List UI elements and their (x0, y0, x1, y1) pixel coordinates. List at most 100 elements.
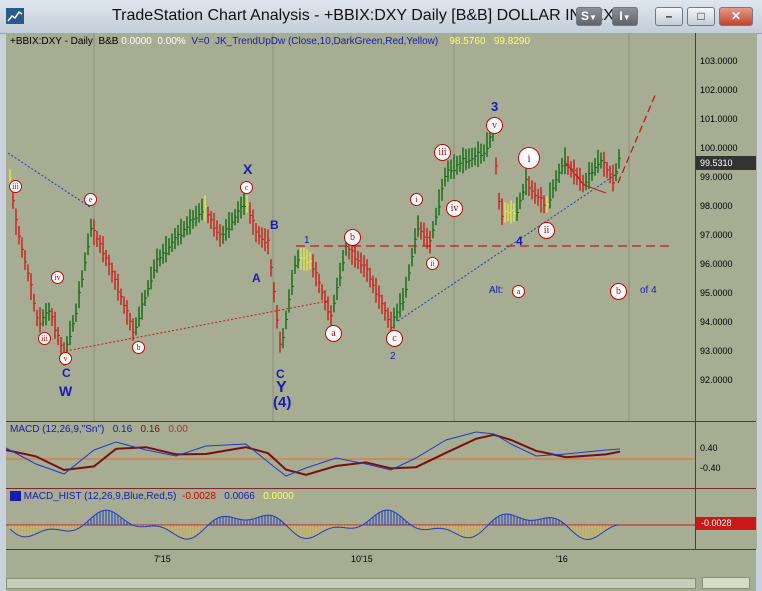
last-price-marker: 99.5310 (696, 156, 756, 170)
hist-color-swatch-icon (10, 491, 21, 502)
projection-line (617, 92, 657, 184)
wave-circle-b-left: b (132, 341, 145, 354)
macd-axis[interactable]: 0.40 -0.40 (695, 422, 757, 488)
wave-circle-ii-big: ii (538, 222, 555, 239)
price-axis[interactable]: 103.0000 102.0000 101.0000 100.0000 99.0000 9… (695, 33, 757, 421)
symbol-label: +BBIX:DXY - Daily (10, 36, 93, 47)
hist-last-marker: -0.0028 (696, 517, 756, 530)
price-panel[interactable]: +BBIX:DXY - Daily B&B 0.0000 0.00% V=0 J… (6, 33, 695, 421)
wave-circle-i-small: i (410, 193, 423, 206)
macd-tick: -0.40 (700, 463, 721, 473)
wave-circle-alt-a: a (512, 285, 525, 298)
window-menu-button[interactable]: I▼ (612, 7, 638, 26)
price-tick: 94.0000 (700, 317, 733, 327)
macd-line (6, 431, 621, 477)
price-header: +BBIX:DXY - Daily B&B 0.0000 0.00% V=0 J… (10, 36, 530, 47)
wave-circle-e: e (84, 193, 97, 206)
macd-diff-value: 0.00 (168, 424, 188, 435)
close-button[interactable]: ✕ (719, 7, 753, 26)
wave-circle-c-x: c (240, 181, 253, 194)
price-tick: 97.0000 (700, 230, 733, 240)
wave-circle-i-big: i (518, 147, 540, 169)
wave-label-4: 4 (516, 234, 523, 248)
macd-tick: 0.40 (700, 443, 718, 453)
panel-divider (6, 421, 756, 422)
wave-connector (563, 160, 607, 194)
macd-signal-value: 0.16 (140, 424, 160, 435)
horizontal-scrollbar[interactable] (6, 578, 696, 589)
macd-value: 0.16 (112, 424, 133, 435)
change-value: 0.0000 (121, 36, 152, 47)
hist-header: MACD_HIST (12,26,9,Blue,Red,5) -0.0028 0… (10, 491, 294, 502)
alt-label: Alt: (489, 285, 504, 296)
wave-circle-ii-small: ii (426, 257, 439, 270)
price-tick: 93.0000 (700, 346, 733, 356)
trendline-left (7, 152, 91, 208)
window-title: TradeStation Chart Analysis - +BBIX:DXY … (112, 7, 614, 24)
wave-label-1: 1 (304, 235, 310, 246)
wave-circle-iii-left: iii (9, 180, 22, 193)
wave-circle-iv-left: iv (51, 271, 64, 284)
wave-label-x: X (243, 161, 253, 177)
hist-axis[interactable]: -0.0028 (695, 489, 757, 549)
symbol-link-button[interactable]: S▼ (576, 7, 602, 26)
indicator-value-b: 99.8290 (493, 36, 531, 47)
price-tick: 99.0000 (700, 172, 733, 182)
price-tick: 102.0000 (700, 85, 738, 95)
price-tick: 103.0000 (700, 56, 738, 66)
date-tick: 7'15 (154, 554, 171, 564)
wave-circle-v-top: v (486, 117, 503, 134)
wave-circle-b-right: b (610, 283, 627, 300)
price-tick: 96.0000 (700, 259, 733, 269)
price-plot[interactable] (6, 33, 695, 421)
trendline-lower (65, 300, 329, 352)
wave-circle-a: a (325, 325, 342, 342)
hist-plot[interactable] (6, 489, 695, 549)
wave-label-w: W (59, 383, 73, 399)
maximize-button[interactable]: □ (687, 7, 715, 26)
wave-circle-b: b (344, 229, 361, 246)
macd-panel[interactable]: MACD (12,26,9,"Sn") 0.16 0.16 0.00 (6, 422, 695, 488)
price-tick: 98.0000 (700, 201, 733, 211)
price-tick: 100.0000 (700, 143, 738, 153)
minimize-button[interactable]: – (655, 7, 683, 26)
wave-label-2: 2 (390, 351, 396, 362)
price-tick: 92.0000 (700, 375, 733, 385)
macd-plot[interactable] (6, 422, 695, 488)
date-tick: 10'15 (351, 554, 373, 564)
wave-label-y: Y (276, 379, 287, 396)
price-tick: 101.0000 (700, 114, 738, 124)
date-axis[interactable]: 7'15 10'15 '16 (6, 549, 756, 591)
macd-name: MACD (12,26,9,"Sn") (10, 424, 105, 435)
wave-circle-iii-right: iii (434, 144, 451, 161)
chevron-down-icon: ▼ (622, 13, 631, 22)
panel-divider (6, 488, 756, 489)
wave-label-c: C (62, 366, 71, 380)
macd-signal-line (6, 433, 621, 476)
hist-outline (9, 509, 620, 540)
close-icon: ✕ (730, 9, 742, 23)
price-tick: 95.0000 (700, 288, 733, 298)
hist-name: MACD_HIST (12,26,9,Blue,Red,5) (23, 491, 177, 502)
wave-circle-iii: iii (38, 332, 51, 345)
of-4-label: of 4 (640, 285, 657, 296)
chart-area[interactable]: +BBIX:DXY - Daily B&B 0.0000 0.00% V=0 J… (6, 33, 757, 591)
maximize-icon: □ (697, 9, 705, 23)
wave-circle-iv-right: iv (446, 200, 463, 217)
indicator-label: JK_TrendUpDw (Close,10,DarkGreen,Red,Yel… (214, 36, 439, 47)
wave-circle-c: c (386, 330, 403, 347)
hist-value-2: 0.0066 (224, 491, 255, 502)
zoom-thumb[interactable] (702, 577, 750, 589)
change-percent: 0.00% (157, 36, 186, 47)
indicator-value-a: 98.5760 (449, 36, 486, 47)
bb-label: B&B (98, 36, 119, 47)
wave-label-c2: C (276, 367, 285, 381)
hist-value-1: -0.0028 (182, 491, 216, 502)
wave-label-4-paren: (4) (273, 394, 292, 411)
minimize-icon: – (665, 9, 673, 23)
volume-label: V=0 (191, 36, 210, 47)
date-tick: '16 (556, 554, 568, 564)
chart-app-icon (6, 8, 24, 24)
wave-label-b: B (270, 218, 279, 232)
hist-panel[interactable]: MACD_HIST (12,26,9,Blue,Red,5) -0.0028 0… (6, 489, 695, 549)
